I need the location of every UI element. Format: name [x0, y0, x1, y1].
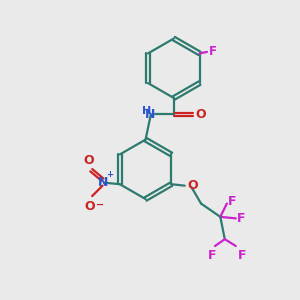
Text: F: F: [209, 45, 217, 58]
Text: F: F: [228, 195, 237, 208]
Text: F: F: [237, 212, 246, 225]
Text: N: N: [98, 176, 108, 189]
Text: H: H: [142, 106, 151, 116]
Text: O: O: [196, 108, 206, 121]
Text: F: F: [208, 249, 216, 262]
Text: +: +: [106, 170, 113, 179]
Text: −: −: [96, 200, 104, 210]
Text: O: O: [84, 154, 94, 167]
Text: N: N: [144, 108, 155, 121]
Text: O: O: [85, 200, 95, 213]
Text: F: F: [238, 249, 246, 262]
Text: O: O: [188, 179, 198, 192]
